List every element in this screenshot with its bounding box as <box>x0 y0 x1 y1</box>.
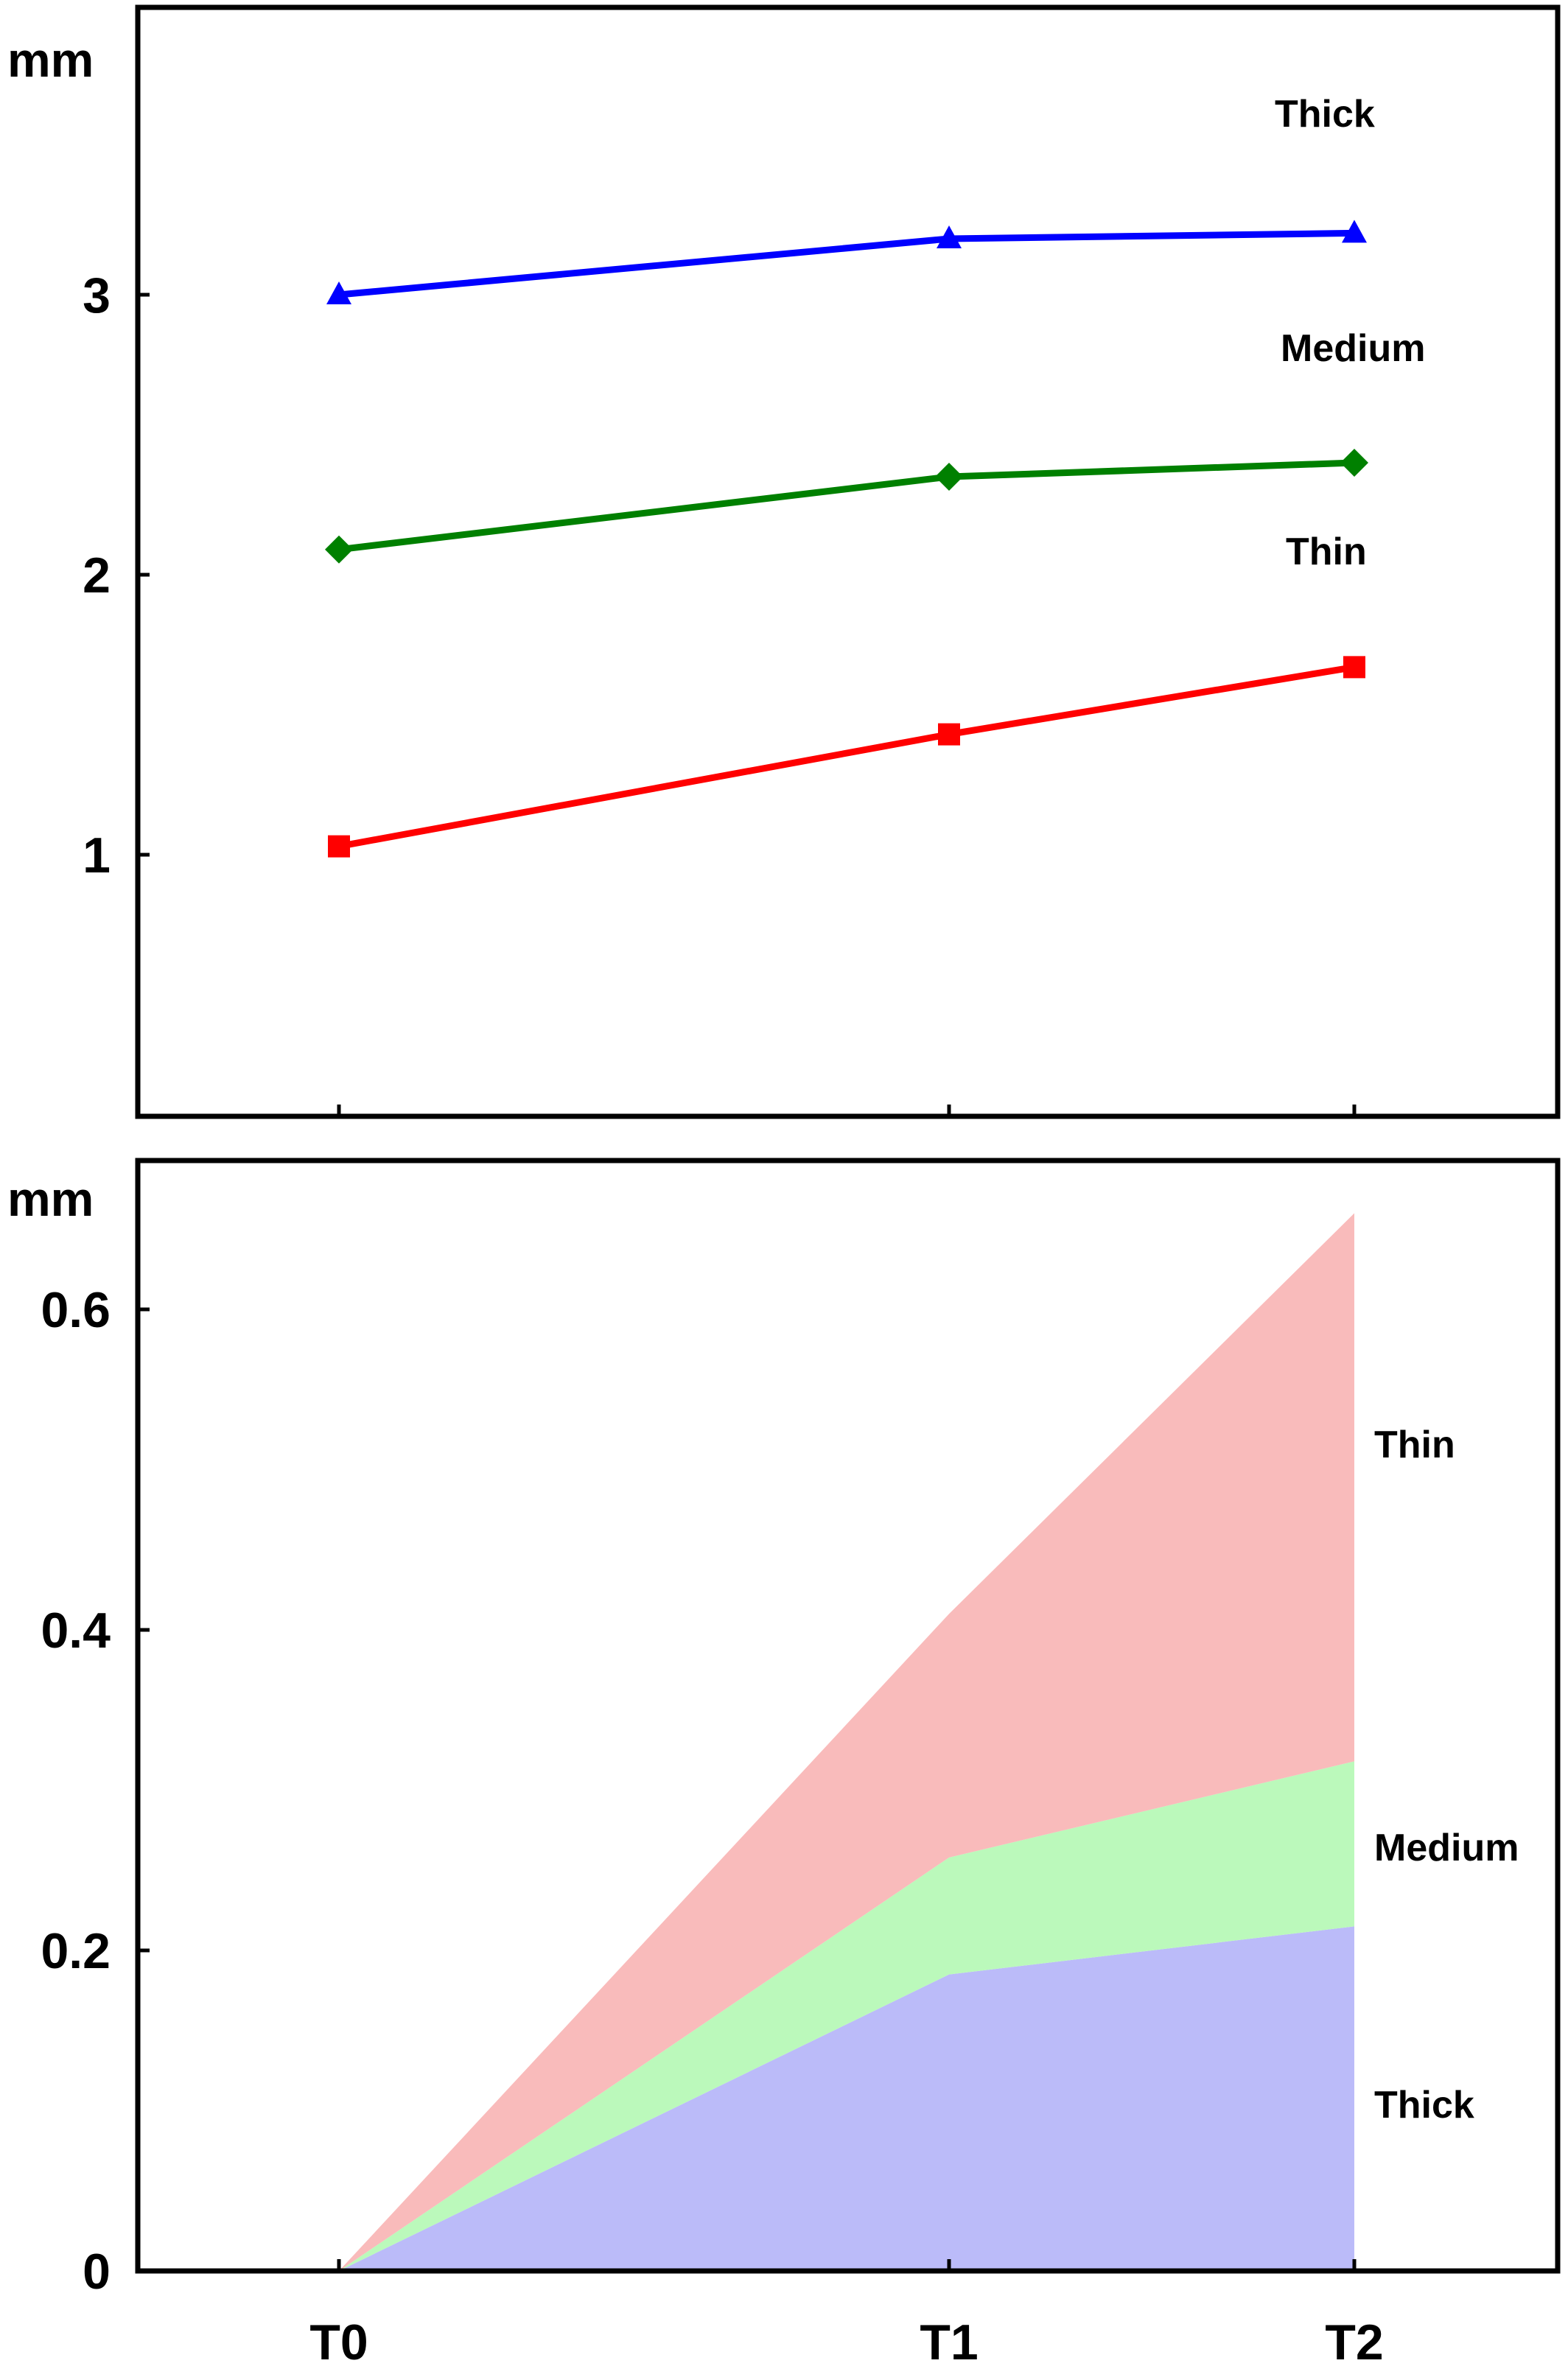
area-chart-y-axis: 0 0.2 0.4 0.6 <box>41 1282 150 2300</box>
line-y-tick-label-1: 1 <box>83 827 111 883</box>
line-series-thin <box>338 663 1355 850</box>
area-series-thin <box>339 1213 1354 2271</box>
line-chart-plot-frame <box>135 4 1561 1119</box>
area-chart-panel: mm 0 0.2 0.4 0.6 T0 T1 T2 Thin Medium Thick <box>7 1158 1561 2366</box>
area-y-tick-label-0-4: 0.4 <box>41 1603 111 1659</box>
area-series-thick <box>339 1926 1354 2271</box>
line-series-label-medium: Medium <box>1281 327 1425 370</box>
x-tick-label-t1: T1 <box>920 2314 978 2366</box>
line-y-tick-label-2: 2 <box>83 547 111 603</box>
area-y-tick-label-0: 0 <box>83 2244 111 2300</box>
line-point-medium-t0 <box>325 535 353 564</box>
line-point-thin-t1 <box>938 723 960 746</box>
area-chart-x-axis: T0 T1 T2 <box>309 2259 1384 2366</box>
line-chart-series-labels: Thick Medium Thin <box>1275 93 1425 573</box>
line-chart-x-axis <box>337 1105 1357 1116</box>
line-series-thick <box>338 229 1355 298</box>
area-series-label-medium: Medium <box>1374 1827 1519 1869</box>
area-chart-series-labels: Thin Medium Thick <box>1374 1424 1519 2127</box>
area-series-label-thin: Thin <box>1374 1424 1455 1466</box>
area-series-medium <box>339 1761 1354 2271</box>
area-series-label-thick: Thick <box>1374 2084 1474 2127</box>
line-chart-panel: mm 1 2 3 Thick Medium Thin <box>7 4 1561 1119</box>
line-point-thick-t1 <box>937 225 962 248</box>
area-chart-series <box>339 1213 1354 2271</box>
line-point-thick-t0 <box>326 281 351 304</box>
line-chart-series <box>325 220 1368 858</box>
area-y-tick-label-0-2: 0.2 <box>41 1923 111 1979</box>
line-series-medium <box>338 459 1355 553</box>
area-chart-plot-frame <box>135 1158 1561 2274</box>
line-point-thin-t0 <box>328 835 350 858</box>
line-point-thick-t2 <box>1342 220 1367 243</box>
line-series-label-thin: Thin <box>1286 531 1367 573</box>
area-chart-y-unit: mm <box>7 1172 94 1226</box>
line-chart-y-axis: 1 2 3 <box>83 267 150 883</box>
line-point-thin-t2 <box>1343 656 1365 679</box>
line-y-tick-label-3: 3 <box>83 267 111 323</box>
line-series-label-thick: Thick <box>1275 93 1375 136</box>
line-point-medium-t2 <box>1340 449 1368 477</box>
line-chart-y-unit: mm <box>7 32 94 87</box>
area-y-tick-label-0-6: 0.6 <box>41 1282 111 1338</box>
x-tick-label-t0: T0 <box>309 2314 368 2366</box>
x-tick-label-t2: T2 <box>1325 2314 1383 2366</box>
line-point-medium-t1 <box>935 463 963 491</box>
